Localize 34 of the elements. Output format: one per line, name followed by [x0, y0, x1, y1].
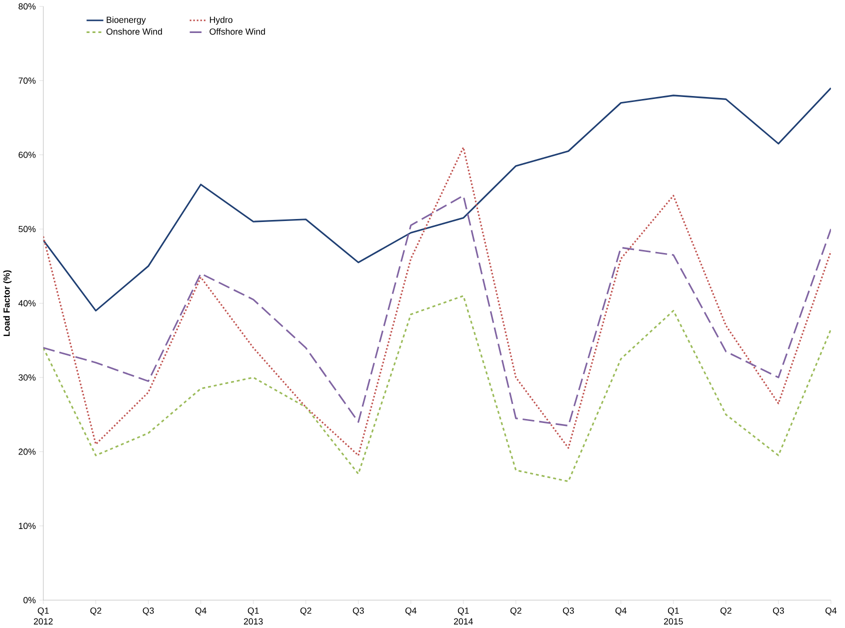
y-tick-label: 30%	[18, 374, 36, 381]
y-tick-label: 10%	[18, 522, 36, 530]
x-tick-label: Q3	[142, 608, 154, 616]
line-series	[43, 87, 831, 312]
y-tick-label: 60%	[18, 152, 36, 158]
x-tick-label: Q3	[352, 608, 364, 616]
x-tick-label: Q1 2015	[664, 608, 683, 625]
x-tick-label: Q2	[90, 608, 102, 616]
x-tick-label: Q1 2014	[454, 608, 473, 625]
y-tick-label: 80%	[18, 3, 36, 10]
line-series	[43, 194, 831, 427]
y-tick-label: 40%	[18, 300, 36, 306]
x-tick-label: Q2	[300, 608, 312, 616]
x-tick-label: Q2	[720, 608, 732, 616]
x-tick-label: Q4	[405, 608, 416, 616]
line-series	[43, 146, 831, 456]
legend-label: Onshore Wind	[106, 28, 162, 35]
y-tick-label: 20%	[18, 448, 36, 455]
legend-label: Bioenergy	[106, 16, 146, 25]
legend-label: Offshore Wind	[210, 28, 265, 35]
legend-label: Hydro	[210, 16, 232, 25]
x-tick-label: Q1 2012	[34, 608, 53, 625]
x-tick-label: Q4	[825, 608, 837, 616]
y-tick-label: 70%	[18, 78, 36, 84]
x-tick-label: Q2	[510, 608, 522, 616]
x-tick-label: Q4	[615, 608, 627, 616]
y-tick-label: 0%	[23, 597, 36, 604]
x-tick-label: Q1 2013	[244, 608, 263, 625]
x-tick-label: Q4	[195, 608, 206, 616]
y-tick-label: 50%	[18, 226, 36, 232]
x-tick-label: Q3	[772, 608, 784, 616]
line-series	[43, 295, 831, 482]
x-tick-label: Q3	[562, 608, 574, 616]
y-axis-title: Load Factor (%)	[3, 270, 12, 336]
